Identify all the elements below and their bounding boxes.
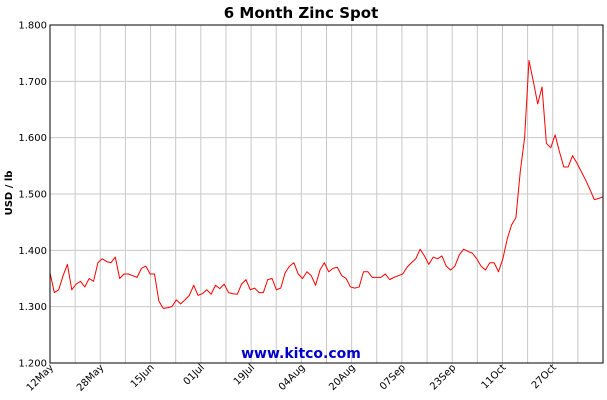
y-axis: 1.200 1.300 1.400 1.500 1.600 1.700 1.800 xyxy=(18,21,47,370)
y-tick-label: 1.200 xyxy=(18,359,47,370)
y-tick-label: 1.500 xyxy=(18,190,47,201)
x-tick-label: 19Jul xyxy=(232,362,257,387)
x-tick-label: 23Sep xyxy=(428,362,458,392)
grid xyxy=(50,24,603,364)
y-tick-label: 1.400 xyxy=(18,246,47,257)
y-tick-label: 1.800 xyxy=(18,21,47,32)
x-tick-label: 20Aug xyxy=(327,362,358,393)
plot-frame xyxy=(49,24,604,364)
x-tick-label: 28May xyxy=(75,362,106,393)
y-tick-label: 1.700 xyxy=(18,77,47,88)
x-tick-label: 01Jul xyxy=(182,362,207,387)
watermark: www.kitco.com xyxy=(241,346,361,362)
x-tick-label: 07Sep xyxy=(378,362,408,392)
y-axis-label: USD / lb xyxy=(4,171,15,216)
chart-title: 6 Month Zinc Spot xyxy=(224,4,378,22)
series-line xyxy=(49,59,604,309)
x-tick-label: 27Oct xyxy=(530,362,559,391)
y-tick-label: 1.600 xyxy=(18,133,47,144)
series-group xyxy=(49,59,604,309)
x-tick-label: 04Aug xyxy=(277,362,308,393)
x-axis: 12May 28May 15Jun 01Jul 19Jul 04Aug 20Aug 07Sep… xyxy=(25,362,559,393)
y-tick-label: 1.300 xyxy=(18,302,47,313)
x-tick-label: 15Jun xyxy=(129,362,157,390)
x-tick-label: 11Oct xyxy=(480,362,509,391)
